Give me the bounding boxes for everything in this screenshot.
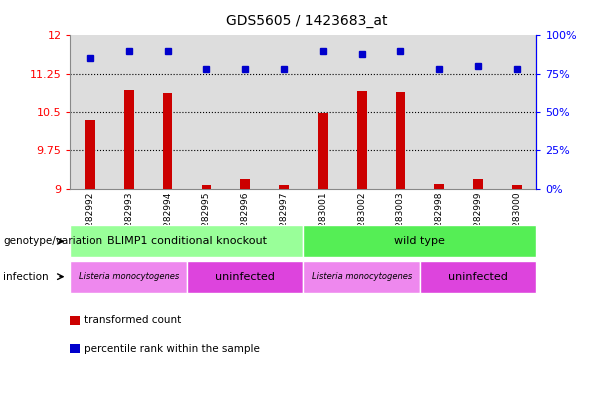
Bar [279,185,289,189]
Text: uninfected: uninfected [215,272,275,282]
Bar [435,184,444,189]
Bar [395,92,405,189]
Text: wild type: wild type [395,236,445,246]
Bar [187,35,226,189]
Text: BLIMP1 conditional knockout: BLIMP1 conditional knockout [107,236,267,246]
Bar [85,119,95,189]
Bar [498,35,536,189]
Bar [162,93,172,189]
Bar [512,185,522,189]
Bar [265,35,303,189]
Text: transformed count: transformed count [84,315,181,325]
Text: Listeria monocytogenes: Listeria monocytogenes [311,272,412,281]
Bar [303,35,342,189]
Text: percentile rank within the sample: percentile rank within the sample [84,343,260,354]
Bar [420,35,459,189]
Text: GDS5605 / 1423683_at: GDS5605 / 1423683_at [226,14,387,28]
Bar [109,35,148,189]
Bar [459,35,498,189]
Bar [124,90,134,189]
Bar [342,35,381,189]
Bar [240,180,250,189]
Bar [70,35,109,189]
Bar [226,35,265,189]
Bar [357,90,367,189]
Bar [148,35,187,189]
Text: uninfected: uninfected [448,272,508,282]
Bar [202,185,211,189]
Bar [473,180,483,189]
Text: infection: infection [3,272,48,282]
Text: genotype/variation: genotype/variation [3,236,102,246]
Text: Listeria monocytogenes: Listeria monocytogenes [78,272,179,281]
Bar [381,35,420,189]
Bar [318,113,328,189]
